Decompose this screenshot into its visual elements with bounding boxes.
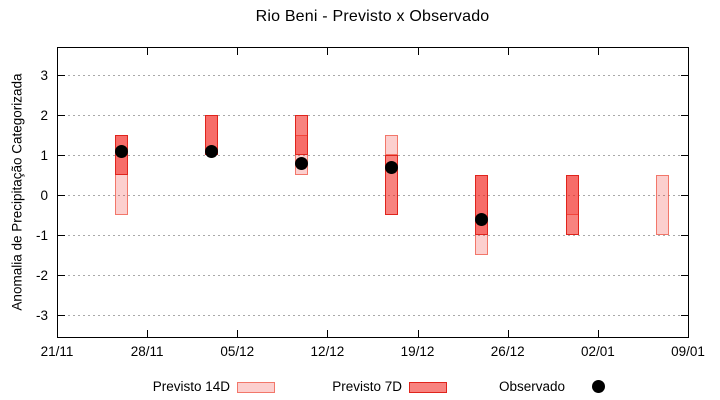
x-tick-top	[688, 48, 689, 55]
x-tick-label: 09/01	[671, 344, 705, 359]
previsto-7d-swatch-icon	[409, 382, 447, 393]
y-tick-label: -3	[35, 308, 48, 323]
forecast-7d-bar	[295, 115, 309, 155]
y-tick-label: 0	[40, 188, 48, 203]
x-tick-bottom	[147, 330, 149, 337]
forecast-14d-bar	[655, 175, 669, 235]
x-tick-top	[57, 48, 58, 55]
x-tick-label: 28/11	[130, 344, 164, 359]
y-tick-right	[681, 195, 688, 196]
x-tick-bottom	[417, 330, 419, 337]
y-tick-label: 2	[40, 108, 48, 123]
legend-label-observado: Observado	[498, 379, 565, 394]
legend-label-previsto-14d: Previsto 14D	[152, 379, 230, 394]
x-tick-bottom	[597, 330, 599, 337]
y-tick-label: -1	[35, 228, 48, 243]
y-gridline	[58, 275, 688, 276]
forecast-7d-bar	[475, 175, 489, 235]
y-tick-label: -2	[35, 268, 48, 283]
observed-point	[385, 160, 399, 174]
x-tick-label: 26/12	[490, 344, 525, 359]
y-gridline	[58, 315, 688, 316]
y-gridline	[58, 115, 688, 116]
y-tick-left	[58, 75, 65, 76]
forecast-14d-bar	[385, 135, 399, 155]
x-tick-label: 21/11	[40, 344, 74, 359]
y-gridline	[58, 75, 688, 76]
y-tick-left	[58, 155, 65, 156]
y-tick-left	[58, 235, 65, 236]
observed-point	[295, 156, 309, 170]
x-tick-label: 19/12	[400, 344, 435, 359]
y-tick-right	[681, 275, 688, 276]
previsto-14d-swatch-icon	[237, 382, 275, 393]
x-tick-top	[507, 48, 509, 55]
observed-point	[475, 212, 489, 226]
forecast-7d-bar	[565, 175, 579, 235]
x-tick-top	[417, 48, 419, 55]
x-tick-bottom	[237, 330, 239, 337]
x-tick-bottom	[688, 330, 689, 337]
y-tick-right	[681, 315, 688, 316]
y-gridline	[58, 235, 688, 236]
y-tick-left	[58, 195, 65, 196]
x-tick-label: 05/12	[220, 344, 255, 359]
y-tick-left	[58, 115, 65, 116]
x-tick-top	[327, 48, 329, 55]
y-tick-label: 1	[40, 148, 48, 163]
observado-dot-icon	[592, 380, 605, 393]
y-gridline	[58, 155, 688, 156]
chart-title: Rio Beni - Previsto x Observado	[255, 8, 490, 25]
x-tick-bottom	[327, 330, 329, 337]
observed-point	[205, 144, 219, 158]
y-tick-right	[681, 235, 688, 236]
y-gridline	[58, 195, 688, 196]
plot-area	[57, 47, 689, 338]
y-tick-left	[58, 275, 65, 276]
legend-label-previsto-7d: Previsto 7D	[332, 379, 402, 394]
x-tick-bottom	[57, 330, 58, 337]
x-tick-top	[237, 48, 239, 55]
y-tick-label: 3	[40, 68, 48, 83]
x-tick-label: 02/01	[580, 344, 615, 359]
y-tick-right	[681, 155, 688, 156]
x-tick-label: 12/12	[310, 344, 345, 359]
observed-point	[114, 144, 128, 158]
x-tick-top	[147, 48, 149, 55]
y-tick-right	[681, 75, 688, 76]
y-tick-right	[681, 115, 688, 116]
x-tick-bottom	[507, 330, 509, 337]
y-tick-left	[58, 315, 65, 316]
x-tick-top	[597, 48, 599, 55]
